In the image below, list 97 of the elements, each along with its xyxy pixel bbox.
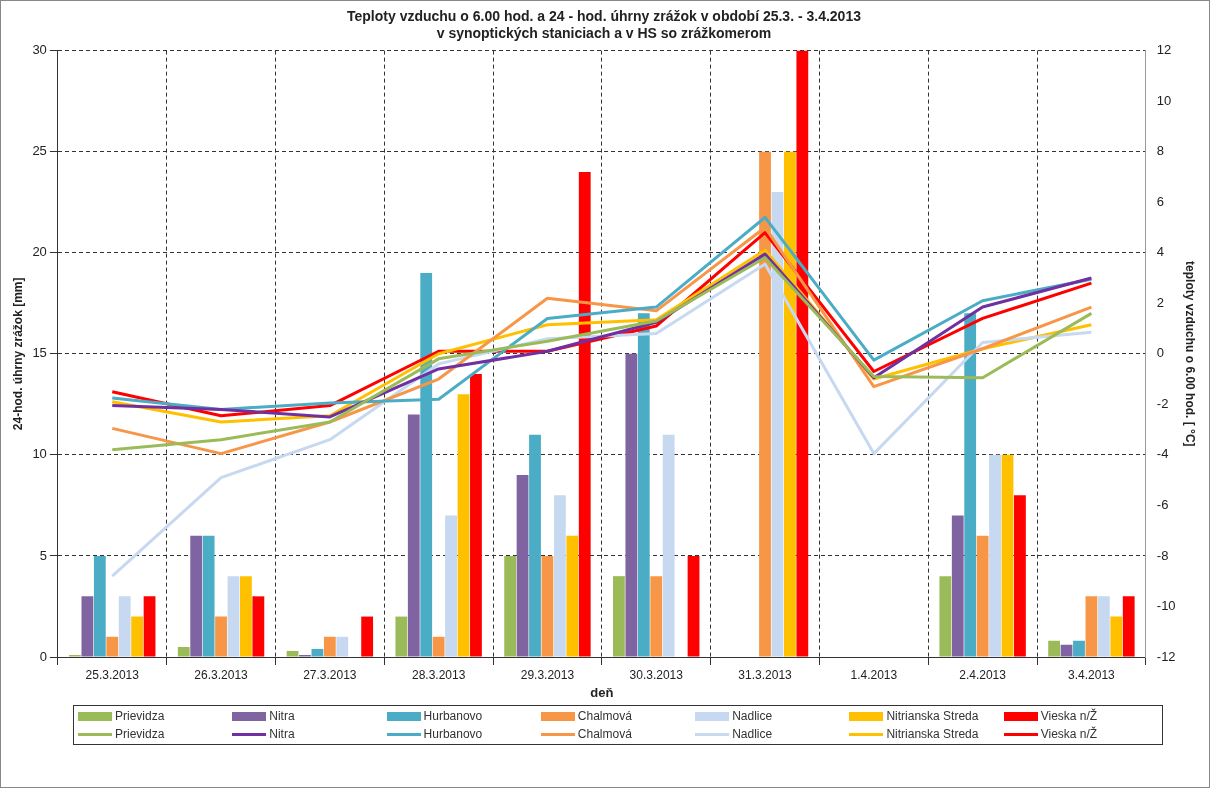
- x-tick-label: 30.3.2013: [629, 667, 684, 682]
- y-tick-label: 25: [32, 143, 47, 159]
- bar: [687, 555, 700, 657]
- bar: [457, 394, 470, 657]
- bar: [361, 616, 374, 657]
- legend-label: Prievidza: [115, 727, 165, 741]
- legend-label: Nadlice: [732, 709, 773, 723]
- bar: [311, 648, 324, 657]
- legend-label: Nadlice: [732, 727, 773, 741]
- bar: [395, 616, 408, 657]
- x-tick-label: 29.3.2013: [520, 667, 575, 682]
- bar: [613, 576, 625, 657]
- y2-tick-label: -2: [1156, 395, 1169, 411]
- y2-tick-label: 12: [1156, 42, 1172, 58]
- bar: [976, 535, 989, 657]
- bar: [131, 616, 144, 657]
- bar: [625, 353, 638, 657]
- bar: [1073, 640, 1085, 657]
- x-tick-label: 31.3.2013: [738, 667, 793, 682]
- y-axis-title: 24-hod. úhrny zrážok [mm]: [10, 277, 25, 431]
- bar: [1048, 640, 1061, 657]
- bar: [470, 374, 482, 657]
- x-axis-title: deň: [590, 684, 614, 700]
- bar: [445, 515, 457, 657]
- bar: [939, 576, 952, 657]
- bar: [637, 313, 650, 657]
- bar: [252, 596, 265, 657]
- y2-tick-label: -6: [1156, 496, 1169, 512]
- y-tick-label: 0: [39, 648, 47, 664]
- bar: [566, 535, 579, 657]
- bar: [1110, 616, 1123, 657]
- y2-tick-label: 8: [1156, 143, 1165, 159]
- y-tick-label: 10: [32, 446, 47, 462]
- bar: [541, 555, 554, 657]
- x-tick-label: 28.3.2013: [411, 667, 466, 682]
- bar: [1085, 596, 1098, 657]
- bar: [516, 475, 529, 657]
- bar: [407, 414, 420, 657]
- x-tick-label: 3.4.2013: [1068, 667, 1116, 682]
- bar: [227, 576, 240, 657]
- y2-tick-label: 2: [1156, 294, 1165, 310]
- y-tick-label: 20: [32, 244, 47, 260]
- bar: [1001, 454, 1014, 657]
- bar: [1014, 495, 1026, 657]
- y-tick-label: 5: [39, 547, 47, 563]
- legend-label: Hurbanovo: [423, 709, 483, 723]
- x-tick-label: 2.4.2013: [959, 667, 1007, 682]
- x-tick-label: 25.3.2013: [85, 667, 140, 682]
- y-tick-label: 30: [32, 42, 47, 58]
- x-tick-label: 27.3.2013: [303, 667, 357, 682]
- bar: [553, 495, 566, 657]
- bar: [951, 515, 964, 657]
- y2-tick-label: -10: [1156, 598, 1176, 614]
- bar: [989, 454, 1001, 657]
- x-tick-label: 26.3.2013: [194, 667, 249, 682]
- y-tick-label: 15: [32, 345, 47, 361]
- legend-label: Chalmová: [577, 727, 632, 741]
- legend-label: Prievidza: [115, 709, 165, 723]
- bar: [118, 596, 131, 657]
- bar: [202, 535, 215, 657]
- bar: [93, 555, 106, 657]
- y2-tick-label: -8: [1156, 547, 1169, 563]
- bar: [81, 596, 94, 657]
- y2-tick-label: 0: [1156, 345, 1165, 361]
- bar: [286, 650, 299, 657]
- chart-title: Teploty vzduchu o 6.00 hod. a 24 - hod. úhrny zrážok v období 25.3. - 3.4.2013 v synoptických staniciach a v HS so zrážkomerom: [347, 8, 862, 42]
- bar: [1122, 596, 1135, 657]
- bar: [529, 434, 541, 657]
- bar: [143, 596, 156, 657]
- bar: [650, 576, 663, 657]
- y2-tick-label: -12: [1156, 648, 1176, 664]
- bar: [1097, 596, 1110, 657]
- legend-label: Hurbanovo: [423, 727, 483, 741]
- bar: [432, 636, 445, 657]
- y2-tick-label: 10: [1156, 92, 1172, 108]
- bar: [190, 535, 203, 657]
- bar: [662, 434, 675, 657]
- bar: [323, 636, 336, 657]
- legend-label: Nitrianska Streda: [886, 727, 979, 741]
- y2-tick-label: 6: [1156, 193, 1165, 209]
- x-tick-label: 1.4.2013: [850, 667, 898, 682]
- legend-label: Nitra: [269, 727, 295, 741]
- legend-label: Nitrianska Streda: [886, 709, 979, 723]
- legend-label: Chalmová: [577, 709, 632, 723]
- bar: [336, 636, 349, 657]
- bar: [215, 616, 227, 657]
- legend-label: Vieska n/Ž: [1040, 727, 1098, 741]
- bar: [106, 636, 119, 657]
- bar: [240, 576, 252, 657]
- y2-tick-label: 4: [1156, 244, 1165, 260]
- y2-axis-title: teploty vzduchu o 6.00 hod. [ °C]: [1183, 261, 1198, 447]
- y2-tick-label: -4: [1156, 446, 1169, 462]
- bar: [1060, 644, 1073, 657]
- legend-label: Nitra: [269, 709, 295, 723]
- bar: [177, 646, 190, 657]
- bar: [504, 555, 517, 657]
- legend-label: Vieska n/Ž: [1040, 709, 1098, 723]
